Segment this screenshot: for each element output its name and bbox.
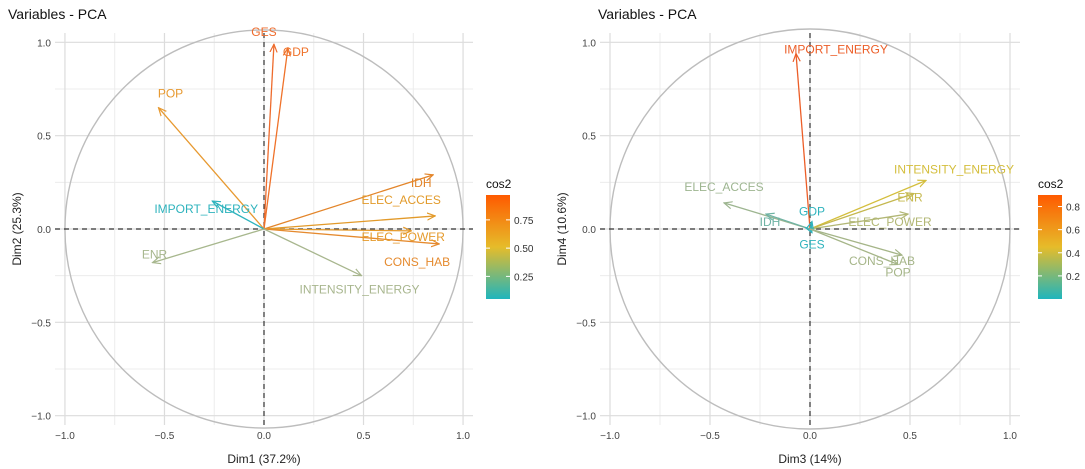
variable-arrows — [724, 54, 926, 265]
label-ges: GES — [799, 238, 824, 252]
y-tick-label: 1.0 — [582, 38, 596, 49]
arrow-enr — [809, 194, 914, 230]
arrow-import-energy — [212, 201, 265, 230]
y-tick-label: −1.0 — [31, 412, 51, 423]
y-tick-label: 0.0 — [37, 225, 51, 236]
arrow-cons-hab — [809, 228, 902, 255]
label-idh: IDH — [411, 176, 432, 190]
legend-tick-label: 0.50 — [514, 244, 534, 255]
x-axis-ticks: −1.0 −0.5 0.0 0.5 1.0 — [55, 431, 470, 442]
x-axis-ticks: −1.0 −0.5 0.0 0.5 1.0 — [600, 431, 1017, 442]
arrow-elec-power — [809, 214, 908, 230]
x-tick-label: 0.0 — [257, 431, 271, 442]
arrow-elec-power — [263, 229, 411, 231]
label-elec-power: ELEC_POWER — [362, 230, 446, 244]
label-cons-hab: CONS_HAB — [384, 255, 450, 269]
legend-tick-label: 0.6 — [1066, 226, 1080, 237]
label-pop: POP — [885, 265, 910, 279]
arrow-intensity-energy — [263, 228, 362, 276]
x-tick-label: 1.0 — [456, 431, 470, 442]
x-tick-label: −0.5 — [155, 431, 175, 442]
legend-ticks: 0.2 0.4 0.6 0.8 — [1038, 203, 1080, 283]
arrow-elec-acces — [263, 216, 435, 230]
y-tick-label: 0.5 — [37, 132, 51, 143]
x-tick-label: 0.0 — [803, 431, 817, 442]
legend-colorbar — [1038, 195, 1062, 299]
label-idh: IDH — [760, 215, 781, 229]
label-elec-acces: ELEC_ACCES — [361, 193, 440, 207]
legend-title: cos2 — [1038, 177, 1064, 191]
label-import-energy: IMPORT_ENERGY — [784, 43, 888, 57]
label-import-energy: IMPORT_ENERGY — [154, 202, 258, 216]
label-ges: GES — [251, 25, 276, 39]
arrow-intensity-energy — [809, 180, 926, 230]
x-tick-label: −1.0 — [55, 431, 75, 442]
y-axis-ticks: −1.0 −0.5 0.0 0.5 1.0 — [31, 38, 51, 422]
arrow-cons-hab — [263, 228, 439, 244]
y-tick-label: −1.0 — [576, 412, 596, 423]
y-tick-label: −0.5 — [31, 318, 51, 329]
legend-tick-label: 0.2 — [1066, 272, 1080, 283]
label-intensity-energy: INTENSITY_ENERGY — [894, 162, 1014, 176]
chart-title: Variables - PCA — [8, 6, 107, 22]
arrow-pop — [809, 228, 898, 264]
legend-tick-label: 0.75 — [514, 216, 534, 227]
legend-ticks: 0.25 0.50 0.75 — [486, 216, 534, 283]
legend-title: cos2 — [486, 177, 512, 191]
legend-tick-label: 0.8 — [1066, 203, 1080, 214]
label-elec-power: ELEC_POWER — [848, 215, 932, 229]
arrow-pop — [159, 108, 265, 230]
arrow-import-energy — [796, 54, 811, 230]
x-tick-label: −1.0 — [600, 431, 620, 442]
label-pop: POP — [158, 87, 183, 101]
x-axis-label: Dim3 (14%) — [778, 452, 841, 466]
label-intensity-energy: INTENSITY_ENERGY — [300, 283, 420, 297]
variable-labels: IMPORT_ENERGY INTENSITY_ENERGY ENR ELEC_POW… — [684, 43, 1014, 280]
label-enr: ENR — [142, 248, 168, 262]
y-tick-label: 1.0 — [37, 38, 51, 49]
x-tick-label: 0.5 — [903, 431, 917, 442]
label-enr: ENR — [897, 191, 923, 205]
variable-labels: GES GDP POP IDH ELEC_ACCES ELEC_POWER CONS_HAB… — [142, 25, 450, 296]
arrow-idh — [263, 175, 433, 230]
y-axis-label: Dim2 (25.3%) — [10, 192, 24, 265]
legend-tick-label: 0.25 — [514, 272, 534, 283]
label-cons-hab: CONS_HAB — [849, 254, 915, 268]
legend-tick-label: 0.4 — [1066, 249, 1080, 260]
pca-panel-dim1-dim2: Variables - PCA GES GDP POP IDH ELEC_ACCES EL… — [8, 6, 534, 466]
legend-colorbar — [486, 195, 510, 299]
arrow-ges — [263, 44, 274, 230]
y-tick-label: −0.5 — [576, 318, 596, 329]
y-tick-label: 0.0 — [582, 225, 596, 236]
pca-panel-dim3-dim4: Variables - PCA IMPORT_ENERGY INTENSITY_E… — [555, 6, 1080, 466]
label-gdp: GDP — [799, 205, 825, 219]
variable-arrows — [153, 44, 440, 275]
label-gdp: GDP — [283, 45, 309, 59]
arrow-gdp — [263, 48, 288, 230]
label-elec-acces: ELEC_ACCES — [684, 180, 763, 194]
x-tick-label: −0.5 — [700, 431, 720, 442]
arrow-idh — [766, 214, 811, 230]
x-tick-label: 0.5 — [357, 431, 371, 442]
chart-title: Variables - PCA — [598, 6, 697, 22]
x-tick-label: 1.0 — [1003, 431, 1017, 442]
y-axis-ticks: −1.0 −0.5 0.0 0.5 1.0 — [576, 38, 596, 422]
x-axis-label: Dim1 (37.2%) — [227, 452, 300, 466]
y-tick-label: 0.5 — [582, 132, 596, 143]
y-axis-label: Dim4 (10.6%) — [555, 192, 569, 265]
arrow-enr — [153, 228, 265, 263]
